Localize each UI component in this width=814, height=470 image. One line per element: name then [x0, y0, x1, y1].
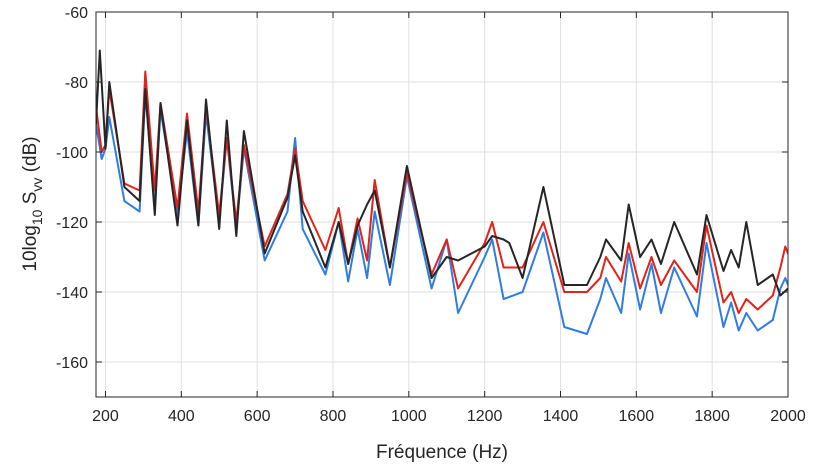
grid [96, 11, 789, 397]
y-axis-title-subscript-2: vv [29, 178, 45, 192]
x-tick-label: 600 [244, 408, 271, 425]
x-tick-label: 1400 [543, 408, 579, 425]
series-group [96, 49, 788, 335]
y-tick-label: -140 [56, 285, 88, 302]
series-line-3 [96, 49, 788, 297]
y-axis-title-subscript: 10 [29, 209, 45, 225]
x-tick-label: 1800 [694, 408, 730, 425]
x-tick-label: 1600 [619, 408, 655, 425]
y-axis-title-main: 10log [20, 225, 41, 272]
y-axis-title-symbol: S [20, 192, 41, 210]
x-axis-title: Fréquence (Hz) [376, 442, 508, 463]
y-tick-label: -80 [65, 75, 88, 92]
x-tick-label: 1200 [467, 408, 503, 425]
y-tick-label: -120 [56, 215, 88, 232]
x-tick-label: 2000 [770, 408, 806, 425]
y-tick-label: -100 [56, 145, 88, 162]
x-tick-label: 400 [168, 408, 195, 425]
y-tick-label: -160 [56, 355, 88, 372]
x-tick-label: 800 [320, 408, 347, 425]
plot-area-frame [95, 11, 789, 398]
y-tick-label: -60 [65, 5, 88, 22]
x-tick-label: 1000 [391, 408, 427, 425]
y-axis-title: 10log10 Svv (dB) [20, 136, 45, 271]
x-tick-label: 200 [92, 408, 119, 425]
y-axis-title-unit: (dB) [20, 136, 41, 177]
ticks: 200 400 600 800 1000 1200 1400 1600 1800 2000 -160… [56, 5, 806, 425]
